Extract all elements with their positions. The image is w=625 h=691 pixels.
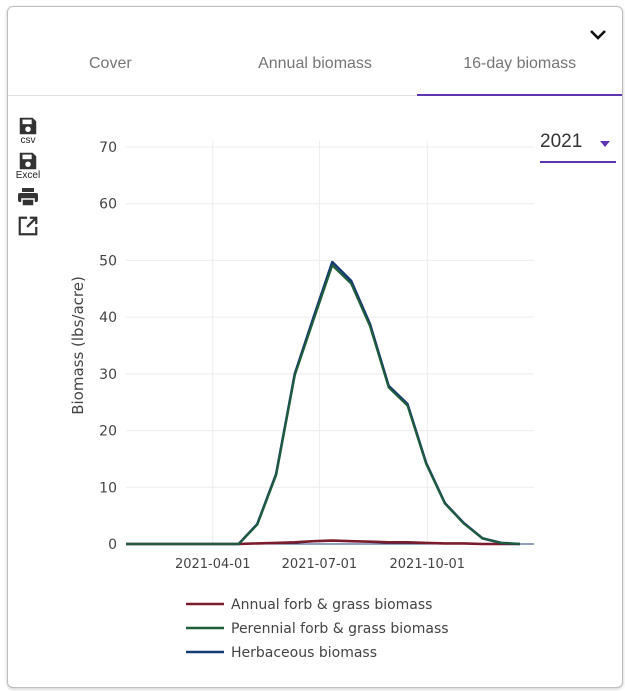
- y-tick-label: 70: [99, 140, 117, 156]
- save-icon: [19, 117, 37, 135]
- legend-label: Perennial forb & grass biomass: [231, 621, 449, 637]
- download-csv-button[interactable]: csv: [13, 115, 43, 146]
- y-tick-label: 10: [99, 480, 117, 496]
- download-excel-button[interactable]: Excel: [13, 150, 43, 181]
- y-tick-label: 30: [99, 367, 117, 383]
- x-tick-label: 2021-04-01: [175, 557, 251, 572]
- legend-label: Annual forb & grass biomass: [231, 597, 432, 613]
- y-tick-label: 0: [108, 537, 117, 553]
- csv-label: csv: [20, 135, 36, 146]
- y-axis-label: Biomass (lbs/acre): [69, 276, 87, 415]
- collapse-button[interactable]: [586, 23, 610, 47]
- y-tick-label: 50: [99, 253, 117, 269]
- biomass-chart: 0 10 20 30 40 50 60 70 2021-04-01 2021-07-01 2021-…: [69, 140, 534, 661]
- print-icon: [18, 188, 38, 207]
- series-line-2: [126, 264, 520, 545]
- print-button[interactable]: [13, 185, 43, 209]
- series-line-1: [126, 539, 520, 546]
- legend-label: Herbaceous biomass: [231, 645, 377, 661]
- x-tick-label: 2021-07-01: [282, 557, 358, 572]
- tab-annual-biomass[interactable]: Annual biomass: [258, 55, 372, 72]
- series-line-3: [126, 260, 520, 546]
- y-tick-label: 40: [99, 310, 117, 326]
- tab-cover[interactable]: Cover: [88, 55, 132, 72]
- dropdown-caret-icon: [600, 141, 610, 147]
- y-tick-label: 60: [99, 197, 117, 213]
- tab-16-day-biomass[interactable]: 16-day biomass: [417, 47, 622, 96]
- y-tick-label: 20: [99, 424, 117, 440]
- year-select[interactable]: 2021: [540, 125, 616, 163]
- tab-bar: Cover Annual biomass 16-day biomass: [8, 47, 622, 96]
- year-value: 2021: [540, 131, 583, 152]
- excel-label: Excel: [15, 170, 41, 181]
- chevron-down-icon: [590, 30, 606, 40]
- x-tick-label: 2021-10-01: [390, 557, 466, 572]
- save-icon: [19, 152, 37, 170]
- export-toolbar: csv Excel: [13, 115, 43, 241]
- chart-panel: Cover Annual biomass 16-day biomass csv …: [7, 6, 623, 688]
- open-in-new-icon: [18, 216, 38, 236]
- open-new-window-button[interactable]: [13, 215, 43, 237]
